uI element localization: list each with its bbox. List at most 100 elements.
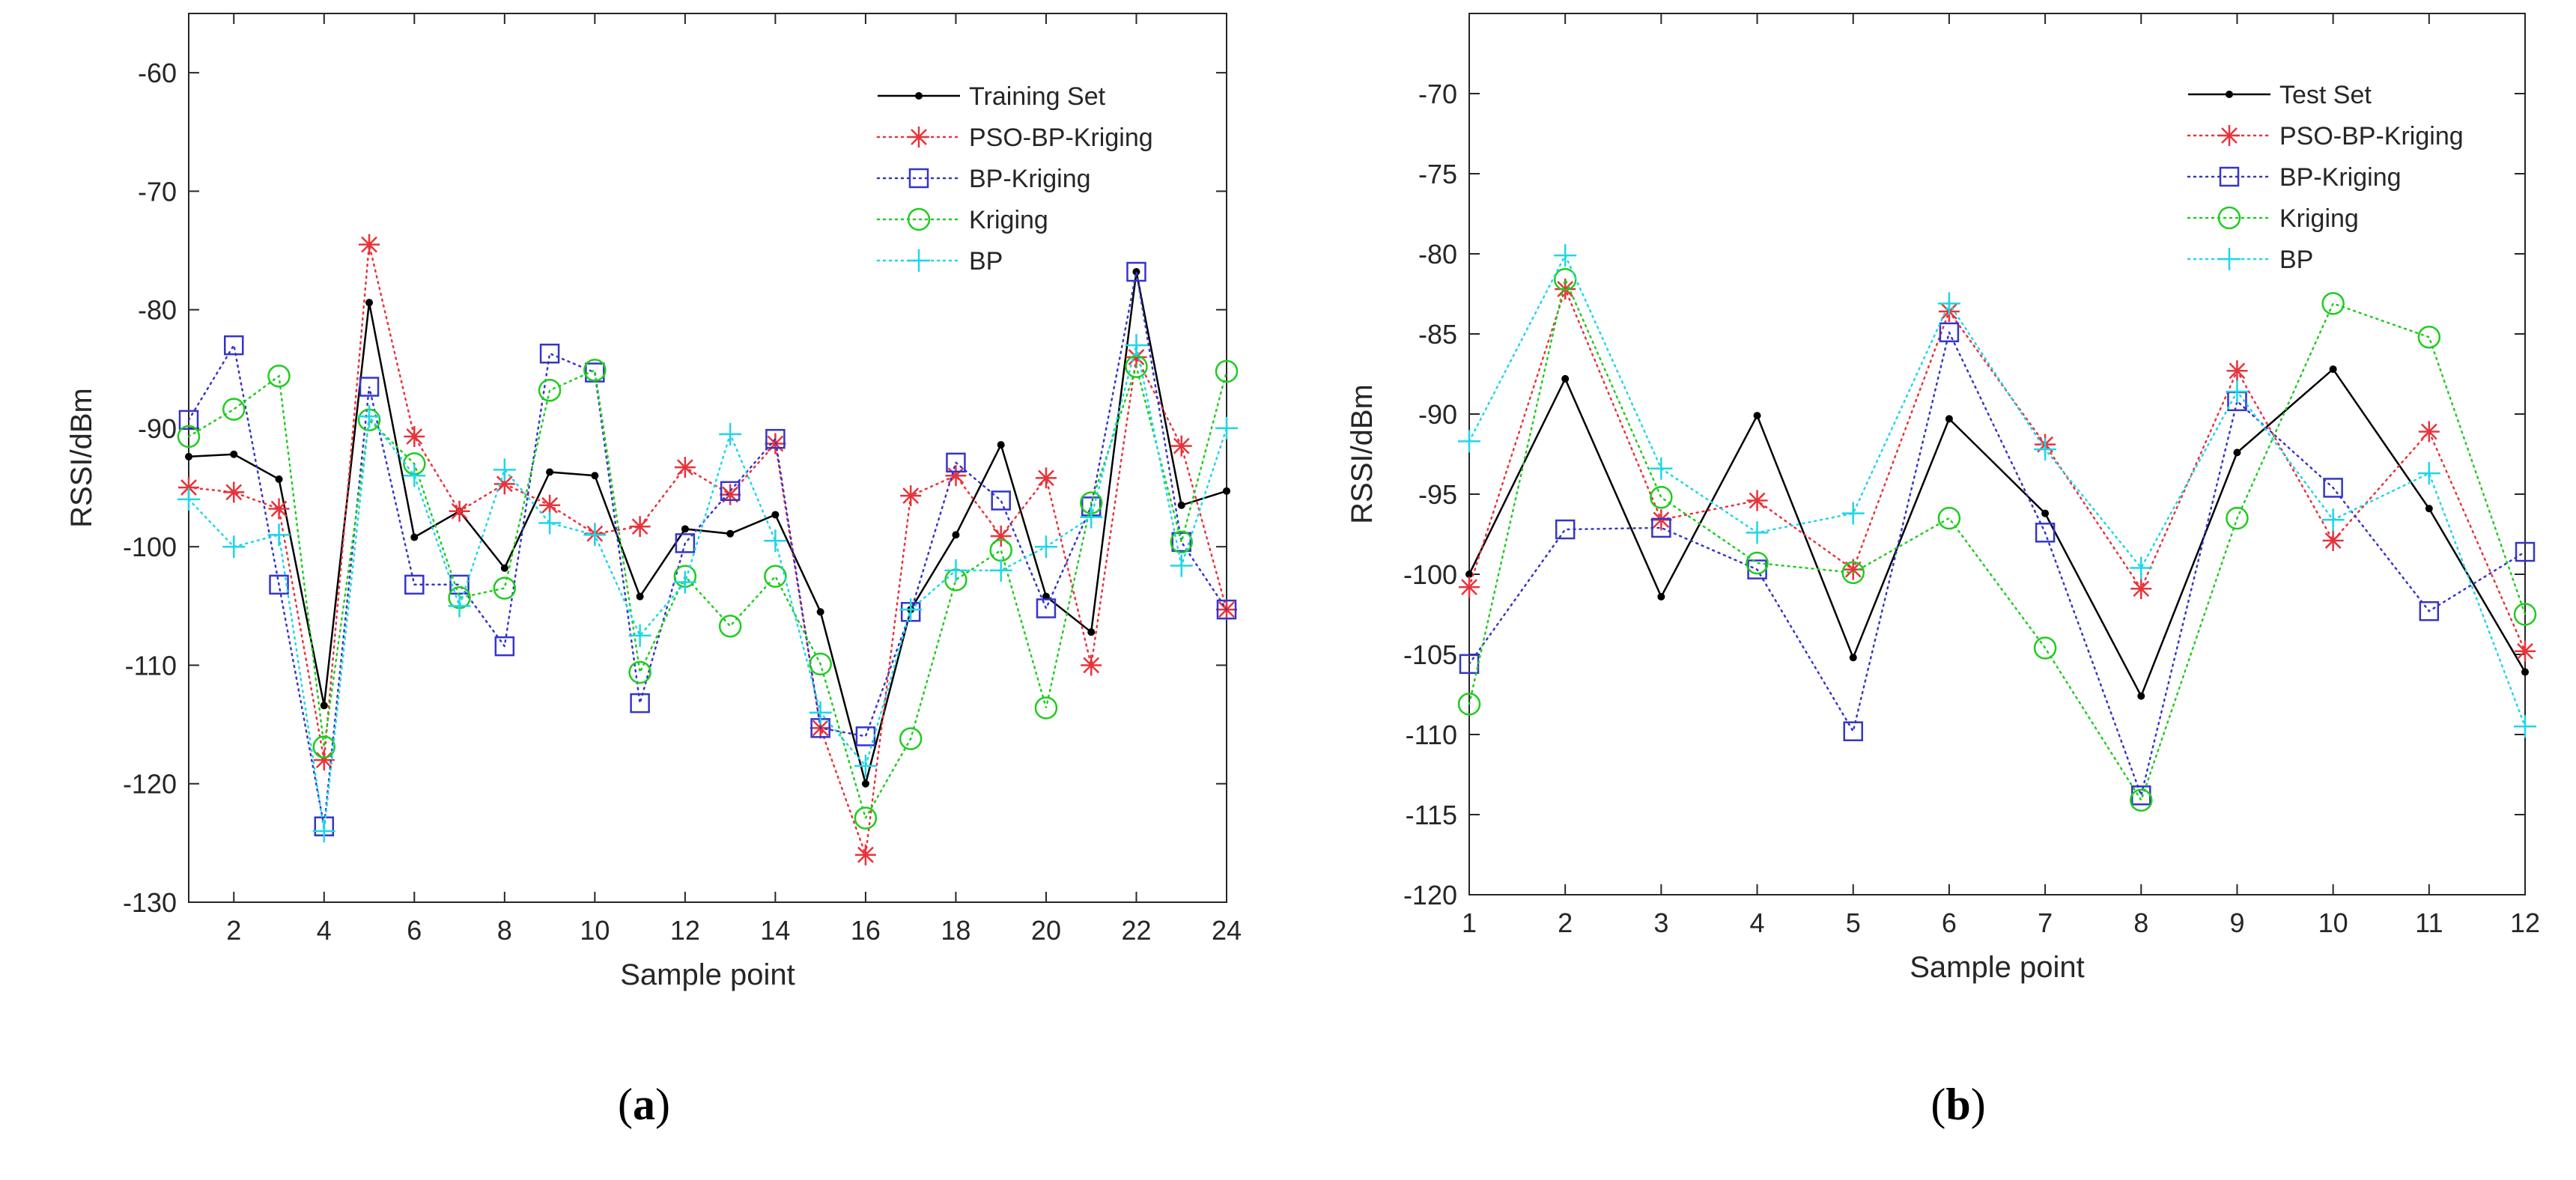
x-tick-label: 14 <box>760 915 790 946</box>
data-point <box>538 379 562 402</box>
series-kriging <box>1457 267 2537 812</box>
data-point <box>2329 365 2337 374</box>
data-point <box>764 529 787 553</box>
data-point <box>764 565 787 589</box>
data-point <box>448 594 471 618</box>
series-line <box>187 344 1228 832</box>
series-line <box>1468 276 2527 803</box>
series-line <box>187 271 1228 827</box>
data-point <box>178 410 199 431</box>
data-point <box>997 441 1005 449</box>
data-point <box>2035 523 2056 543</box>
data-point <box>1843 721 1863 741</box>
legend: Training Set PSO-BP-Kriging BP-Kriging Krig… <box>876 82 1153 276</box>
data-point <box>1849 654 1857 662</box>
data-point <box>1034 696 1058 720</box>
data-point <box>2041 509 2050 517</box>
data-point <box>2322 530 2344 552</box>
y-axis-label: RSSI/dBm <box>1346 384 1379 524</box>
panel-a-caption-letter: a <box>633 1080 655 1129</box>
data-point <box>1650 509 1672 531</box>
series-line <box>187 363 1228 821</box>
legend-label: BP-Kriging <box>969 165 1091 193</box>
data-point <box>177 425 201 448</box>
y-tick-label: -60 <box>138 58 177 88</box>
y-tick-label: -100 <box>1403 559 1457 590</box>
series-bp-kriging <box>178 261 1237 836</box>
legend-marker <box>2219 166 2240 187</box>
legend-label: Kriging <box>969 206 1048 234</box>
data-point <box>675 533 696 553</box>
data-point <box>1650 486 1673 509</box>
data-point <box>809 652 832 676</box>
x-tick-label: 12 <box>2510 907 2540 938</box>
data-point <box>222 535 246 559</box>
x-tick-label: 1 <box>1462 907 1477 938</box>
legend-label: Training Set <box>969 82 1106 111</box>
data-point <box>1554 244 1577 267</box>
data-point <box>899 727 923 750</box>
data-point <box>1657 592 1665 600</box>
data-point <box>365 299 374 307</box>
data-point <box>718 614 742 638</box>
data-point <box>269 574 289 595</box>
x-tick-label: 20 <box>1031 915 1061 946</box>
legend-label: Test Set <box>2279 81 2372 109</box>
y-tick-label: -110 <box>125 650 177 681</box>
x-tick-label: 10 <box>2318 907 2348 938</box>
y-tick-label: -130 <box>123 887 177 918</box>
data-point <box>267 523 291 547</box>
data-point <box>403 464 426 487</box>
series-bp-kriging <box>1459 322 2536 806</box>
x-tick-label: 2 <box>1558 907 1573 938</box>
y-tick-label: -80 <box>1418 239 1457 270</box>
x-tick-label: 10 <box>580 915 610 946</box>
x-tick-label: 8 <box>497 915 512 946</box>
data-point <box>1080 505 1103 529</box>
data-point <box>177 487 200 511</box>
data-point <box>900 485 922 507</box>
data-point <box>2130 556 2153 580</box>
data-point <box>2226 360 2248 382</box>
data-point <box>230 450 238 458</box>
data-point <box>809 701 832 724</box>
x-tick-label: 5 <box>1846 907 1861 938</box>
series-line <box>188 271 1227 788</box>
data-point <box>765 428 786 449</box>
panel-b-caption-letter: b <box>1945 1080 1970 1129</box>
series-line <box>1468 329 2527 799</box>
x-tick-label: 22 <box>1121 915 1151 946</box>
y-tick-label: -105 <box>1403 639 1457 670</box>
data-point <box>1937 292 1960 315</box>
data-point <box>1087 628 1096 636</box>
y-tick-label: -75 <box>1418 159 1457 189</box>
data-point <box>726 529 735 538</box>
chart-panel-b: 1 2 3 4 5 6 7 8 9 10 11 12-120-115-110-105-100-95-9… <box>1346 13 2540 984</box>
data-point <box>681 525 689 533</box>
data-point <box>2034 438 2057 461</box>
data-point <box>1753 412 1761 420</box>
data-point <box>899 598 923 621</box>
data-point <box>2321 508 2345 532</box>
series-kriging <box>177 355 1239 830</box>
data-point <box>539 343 560 364</box>
data-point <box>1177 501 1185 509</box>
data-point <box>449 500 470 522</box>
data-point <box>720 481 741 502</box>
data-point <box>1561 374 1570 383</box>
data-point <box>1215 359 1239 383</box>
data-point <box>493 577 517 600</box>
y-tick-label: -115 <box>1406 800 1457 830</box>
y-tick-label: -95 <box>1418 479 1457 510</box>
legend-label: BP <box>2279 246 2313 274</box>
data-point <box>1465 571 1473 578</box>
data-point <box>1215 416 1238 440</box>
data-point <box>952 531 960 539</box>
y-tick-label: -70 <box>138 176 177 207</box>
data-point <box>1126 261 1146 282</box>
y-tick-label: -70 <box>1418 79 1457 109</box>
data-point <box>1937 506 1961 530</box>
y-tick-label: -85 <box>1418 319 1457 350</box>
data-point <box>944 559 967 582</box>
data-point <box>1081 654 1102 676</box>
